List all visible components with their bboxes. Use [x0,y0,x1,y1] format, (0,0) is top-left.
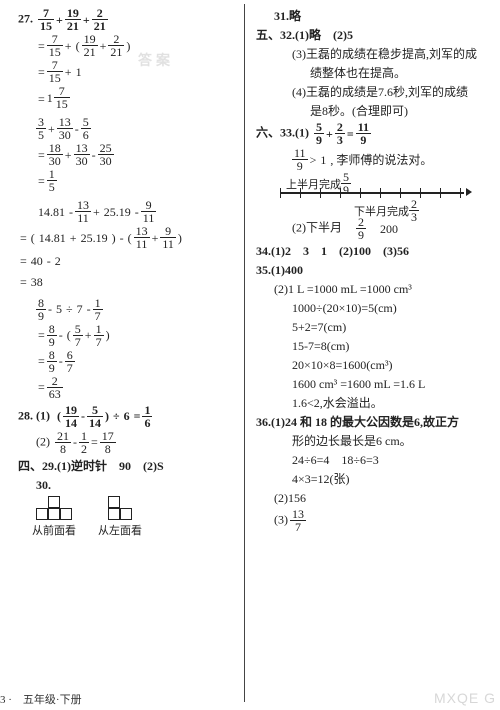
q27-calc1-row3: =1715 [18,85,238,110]
page-footer: 3 · 五年级·下册 [0,691,82,707]
q32-p4b: 是8秒。(合理即可) [256,102,490,120]
q27-calc1-row1: =715+(1921+221) [18,33,238,58]
q35-step-2: 15-7=8(cm) [256,337,490,355]
q33-header: 六、33.(1) 59+23=119 [256,121,490,146]
q27-calc3-row1: =(14.81+25.19)-(1311+911) [18,225,238,250]
q27-calc4-row3: =263 [18,375,238,400]
q27-calc2-row1: =1830+1330-2530 [18,142,238,167]
q36-p2: (2)156 [256,489,490,507]
view-front-grid [36,496,72,520]
view-front: 从前面看 [32,496,76,538]
q27-calc3-row3: =38 [18,271,238,290]
q32-header: 五、32.(1)略 (2)5 [256,26,490,44]
q28-p1-expr: (1914-514)÷6=16 [53,404,154,429]
q35: 35.(1)400 [256,261,490,279]
q27-calc4-row1: =89-(57+17) [18,323,238,348]
q27-calc2-row0: 35+1330-56 [18,116,238,141]
q32-p3b: 绩整体也在提高。 [256,64,490,82]
q27-calc4-row0: 89-5÷7-17 [18,297,238,322]
q32-p3a: (3)王磊的成绩在稳步提高,刘军的成 [256,45,490,63]
q28: 28. (1) (1914-514)÷6=16 [18,404,238,429]
q35-step-0: 1000÷(20×10)=5(cm) [256,299,490,317]
page: 27. 715+1921+221 =715+(1921+221) 答案 =715… [0,0,500,710]
view-left: 从左面看 [98,496,142,538]
q35-p2a: (2)1 L =1000 mL =1000 cm³ [256,280,490,298]
q27-calc1-row2: =715+1 [18,59,238,84]
left-column: 27. 715+1921+221 =715+(1921+221) 答案 =715… [18,6,238,538]
q29: 四、29.(1)逆时针 90 (2)S [18,457,238,475]
q35-step-1: 5+2=7(cm) [256,318,490,336]
right-column: 31.略 五、32.(1)略 (2)5 (3)王磊的成绩在稳步提高,刘军的成 绩… [256,6,490,534]
q35-step-5: 1.6<2,水会溢出。 [256,394,490,412]
q28-p2: (2) 218-12=178 [18,430,238,455]
q36-p3: (3)137 [256,508,490,533]
wm-top: 答案 [138,50,174,70]
q36-step-1: 4×3=12(张) [256,470,490,488]
q35-step-3: 20×10×8=1600(cm³) [256,356,490,374]
q27-number: 27. 715+1921+221 [18,7,238,32]
q32-p4a: (4)王磊的成绩是7.6秒,刘军的成绩 [256,83,490,101]
q36: 36.(1)24 和 18 的最大公因数是6,故正方 [256,413,490,431]
q27-calc1-row0: 715+1921+221 [36,7,110,32]
column-divider [244,4,245,702]
q36-step-0: 24÷6=4 18÷6=3 [256,451,490,469]
q27-calc3-row0: 14.81-1311+25.19-911 [18,199,238,224]
q31: 31.略 [256,7,490,25]
q27-calc4-row2: =89-67 [18,349,238,374]
q36-p1b: 形的边长最长是6 cm。 [256,432,490,450]
q35-step-4: 1600 cm³ =1600 mL =1.6 L [256,375,490,393]
q27-calc2-row2: =15 [18,168,238,193]
q33-p1-judge: 119>1, 李师傅的说法对。 [256,147,490,172]
q30-views: 从前面看 从左面看 [32,496,238,538]
q27-calc3-row2: =40-2 [18,251,238,270]
view-left-grid [108,496,132,520]
q34: 34.(1)2 3 1 (2)100 (3)56 [256,242,490,260]
q33-number-line: 上半月完成59 下半月完成23 [280,174,470,214]
q30-number: 30. [18,476,238,494]
watermark: MXQE G [434,690,496,706]
